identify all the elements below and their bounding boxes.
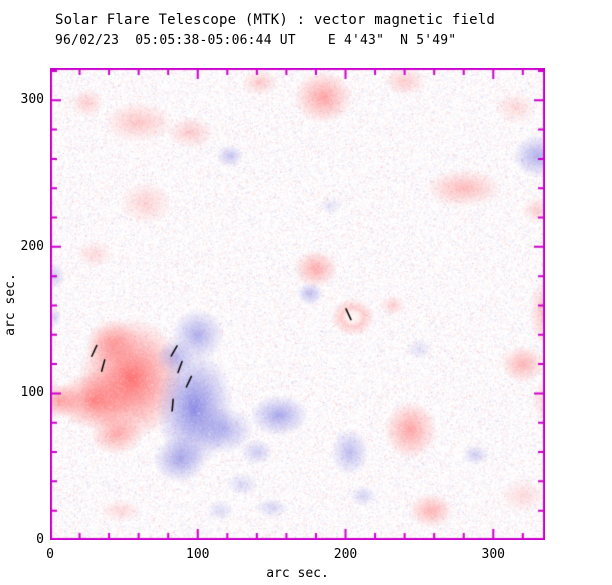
y-tick-label: 300 <box>20 92 44 108</box>
x-tick-label: 100 <box>186 547 210 562</box>
x-tick-label: 300 <box>481 547 506 562</box>
x-tick-label: 0 <box>46 547 54 562</box>
figure-title: Solar Flare Telescope (MTK) : vector mag… <box>55 12 496 28</box>
y-axis-label: arc sec. <box>2 272 18 336</box>
figure-subtitle: 96/02/23 05:05:38-05:06:44 UT E 4'43" N … <box>55 33 457 48</box>
x-axis-label: arc sec. <box>266 566 329 581</box>
x-tick-label: 200 <box>333 547 358 562</box>
plot-area <box>50 68 545 540</box>
y-tick-label: 0 <box>36 532 44 547</box>
y-tick-label: 200 <box>20 238 44 254</box>
y-tick-label: 100 <box>20 385 44 401</box>
magnetogram-canvas <box>50 68 545 540</box>
y-axis-label-wrap: arc sec. <box>1 68 19 540</box>
